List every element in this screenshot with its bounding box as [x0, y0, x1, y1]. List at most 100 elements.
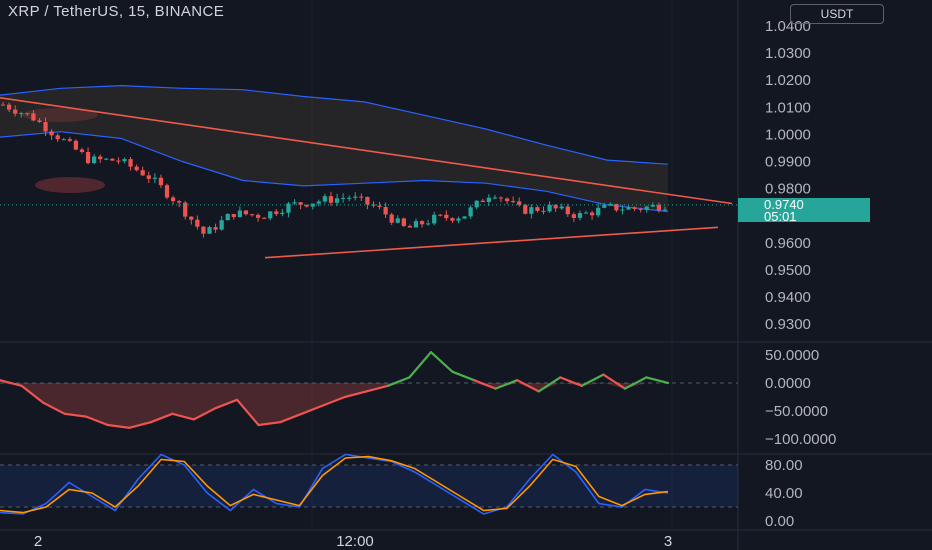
osc-line-segment: [559, 376, 583, 387]
candle-body: [571, 214, 576, 218]
candle-body: [438, 214, 443, 216]
osc-line-segment: [494, 379, 519, 390]
bar-countdown: 05:01: [764, 209, 797, 224]
osc-line-segment: [386, 376, 411, 387]
candle-body: [13, 109, 18, 114]
candle-body: [444, 214, 449, 219]
channel-upper-line: [0, 84, 669, 165]
stoch-tick-label: 0.00: [765, 513, 794, 530]
candle-body: [419, 221, 425, 225]
candle-body: [541, 210, 546, 212]
osc-line-segment: [149, 412, 174, 424]
osc-line-segment: [322, 395, 346, 407]
time-tick-label: 2: [34, 533, 42, 550]
candle-body: [626, 207, 631, 210]
osc-line-segment: [365, 384, 389, 393]
candle-body: [128, 159, 133, 167]
candle-body: [85, 151, 91, 164]
stoch-tick-label: 40.00: [765, 485, 803, 502]
price-tick-label: 0.9600: [765, 235, 811, 252]
candle-body: [0, 104, 6, 106]
candle-body: [55, 135, 60, 140]
candle-body: [596, 207, 601, 216]
candle-body: [492, 197, 498, 199]
candle-body: [650, 204, 655, 207]
candle-body: [286, 203, 291, 213]
candle-body: [365, 196, 370, 205]
osc-tick-label: −50.0000: [765, 403, 828, 420]
price-tick-label: 0.9900: [765, 154, 811, 171]
lower-trendline: [264, 226, 719, 259]
candle-body: [304, 204, 309, 207]
candle-body: [553, 204, 558, 209]
candle-body: [547, 204, 552, 212]
candle-body: [456, 218, 461, 221]
price-tick-label: 1.0100: [765, 99, 811, 116]
osc-line-segment: [171, 412, 196, 421]
osc-line-segment: [623, 376, 648, 390]
osc-line-segment: [408, 351, 433, 379]
candle-body: [662, 209, 668, 211]
zone-highlight: [22, 108, 98, 122]
candle-body: [334, 198, 340, 203]
candle-body: [268, 211, 273, 219]
candle-body: [292, 202, 297, 204]
osc-line-segment: [300, 404, 325, 415]
candle-body: [432, 214, 437, 224]
candle-body: [262, 217, 267, 219]
stoch-tick-label: 80.00: [765, 457, 803, 474]
osc-line-segment: [257, 421, 282, 427]
osc-line-segment: [20, 384, 45, 404]
candle-body: [632, 207, 637, 209]
osc-line-segment: [580, 373, 605, 387]
candle-body: [565, 206, 570, 215]
candle-body: [340, 197, 346, 199]
candle-body: [450, 218, 455, 221]
osc-line-segment: [128, 421, 152, 429]
upper-trendline: [0, 97, 733, 205]
candle-body: [213, 227, 218, 230]
last-price-label: 0.9740 05:01: [738, 198, 870, 224]
candle-body: [19, 113, 24, 115]
osc-line-segment: [235, 398, 260, 427]
osc-tick-label: 50.0000: [765, 347, 819, 364]
candle-body: [535, 207, 540, 211]
price-tick-label: 0.9800: [765, 181, 811, 198]
candle-body: [353, 196, 358, 198]
candle-body: [426, 223, 431, 225]
candle-body: [61, 139, 66, 141]
osc-line-segment: [63, 412, 88, 418]
price-tick-label: 1.0000: [765, 126, 811, 143]
candle-body: [322, 196, 328, 202]
candle-body: [92, 156, 97, 164]
candle-body: [523, 204, 528, 214]
candle-body: [274, 211, 279, 215]
candle-body: [359, 196, 364, 198]
candle-body: [207, 227, 212, 234]
candle-body: [116, 160, 121, 162]
candle-body: [219, 220, 224, 230]
osc-line-segment: [279, 412, 303, 424]
candle-body: [164, 185, 170, 198]
candle-body: [37, 120, 42, 122]
candle-body: [504, 198, 510, 202]
price-tick-label: 1.0300: [765, 45, 811, 62]
candle-body: [189, 216, 194, 220]
time-tick-label: 12:00: [336, 533, 374, 550]
chart-title: XRP / TetherUS, 15, BINANCE: [8, 3, 225, 20]
currency-selector[interactable]: USDT: [790, 4, 884, 24]
osc-line-segment: [602, 373, 627, 390]
candle-body: [195, 219, 200, 227]
osc-line-segment: [451, 370, 476, 382]
candle-body: [249, 214, 255, 216]
candle-body: [177, 201, 182, 203]
osc-line-segment: [106, 423, 131, 429]
price-tick-label: 1.0400: [765, 18, 811, 35]
osc-line-segment: [429, 351, 454, 373]
candle-body: [25, 113, 30, 115]
candle-body: [280, 212, 285, 215]
candle-body: [43, 121, 48, 132]
candle-body: [401, 218, 406, 226]
candle-body: [413, 221, 419, 228]
